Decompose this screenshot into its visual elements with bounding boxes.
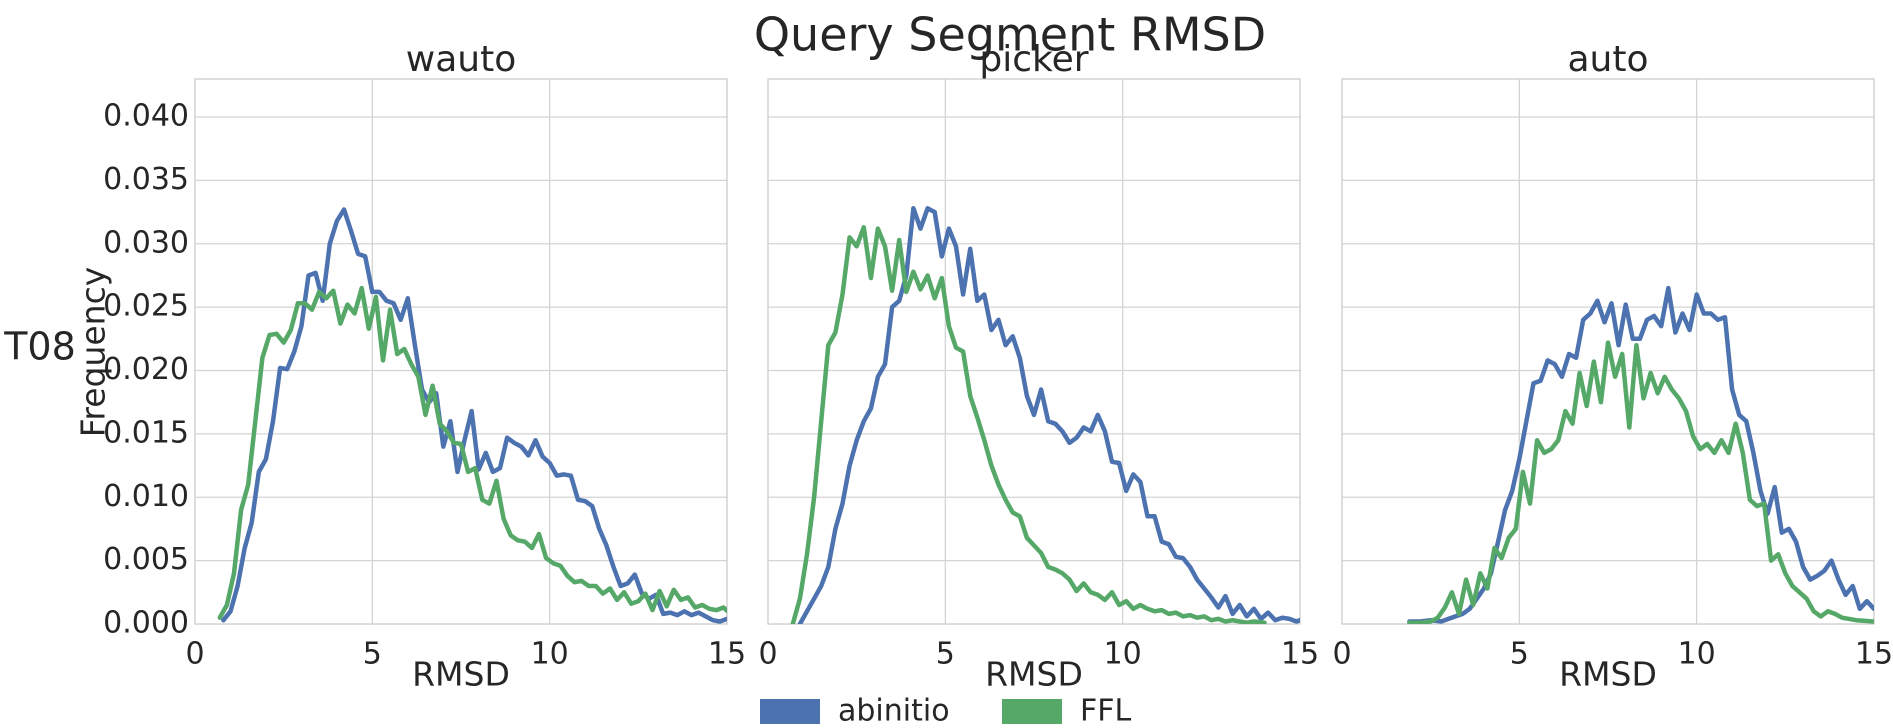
x-tick-label: 0 [1332, 637, 1351, 672]
series-group [1407, 285, 1874, 624]
series-line-abinitio [221, 207, 727, 624]
x-tick-label: 5 [1510, 637, 1529, 672]
y-tick-label: 0.020 [103, 352, 189, 387]
y-tick-label: 0.025 [103, 289, 189, 324]
panels: 0 5 10 15 0.000 0.005 0.010 0.015 0.020 0.025 0.03… [103, 39, 1893, 694]
panel-picker: 0 5 10 15 picker RMSD [758, 39, 1319, 694]
y-axis-label: Frequency [74, 267, 113, 437]
y-tick-label: 0.000 [103, 606, 189, 641]
x-tick-label: 15 [1855, 637, 1893, 672]
panel-auto: 0 5 10 15 auto RMSD [1332, 39, 1893, 694]
series-line-FFL [217, 285, 727, 620]
x-tick-label: 0 [758, 637, 777, 672]
x-tick-label: 0 [185, 637, 204, 672]
x-tick-label: 15 [1281, 637, 1319, 672]
series-line-abinitio [797, 206, 1300, 624]
panel-title: picker [979, 39, 1088, 80]
legend-label-FFL: FFL [1080, 694, 1132, 728]
x-tick-label: 5 [363, 637, 382, 672]
plot-frame [194, 78, 728, 625]
legend: abinitio FFL [760, 694, 1132, 728]
x-tick-label: 15 [708, 637, 746, 672]
y-tick-label: 0.030 [103, 225, 189, 260]
series-line-FFL [1407, 340, 1874, 624]
y-tick-label: 0.010 [103, 479, 189, 514]
legend-swatch-abinitio [760, 699, 820, 724]
x-axis-label: RMSD [1559, 655, 1657, 694]
y-tick-label: 0.035 [103, 162, 189, 197]
plot-frame [1341, 78, 1875, 625]
legend-label-abinitio: abinitio [838, 694, 950, 728]
legend-swatch-FFL [1002, 699, 1062, 724]
series-group [790, 206, 1300, 624]
panel-title: auto [1567, 39, 1648, 80]
x-tick-label: 10 [1678, 637, 1716, 672]
y-tick-label: 0.005 [103, 542, 189, 577]
series-group [217, 207, 727, 624]
x-tick-label: 10 [1104, 637, 1142, 672]
series-line-FFL [790, 225, 1267, 624]
y-tick-label: 0.040 [103, 99, 189, 134]
x-axis-label: RMSD [985, 655, 1083, 694]
panel-title: wauto [406, 39, 516, 80]
x-tick-label: 5 [936, 637, 955, 672]
y-tick-label: 0.015 [103, 415, 189, 450]
x-axis-label: RMSD [412, 655, 510, 694]
x-tick-label: 10 [531, 637, 569, 672]
plot-frame [767, 78, 1301, 625]
figure-title: Query Segment RMSD [754, 8, 1266, 62]
row-label: T08 [3, 325, 76, 369]
series-line-abinitio [1407, 285, 1874, 624]
panel-wauto: 0 5 10 15 0.000 0.005 0.010 0.015 0.020 0.025 0.03… [103, 39, 746, 694]
